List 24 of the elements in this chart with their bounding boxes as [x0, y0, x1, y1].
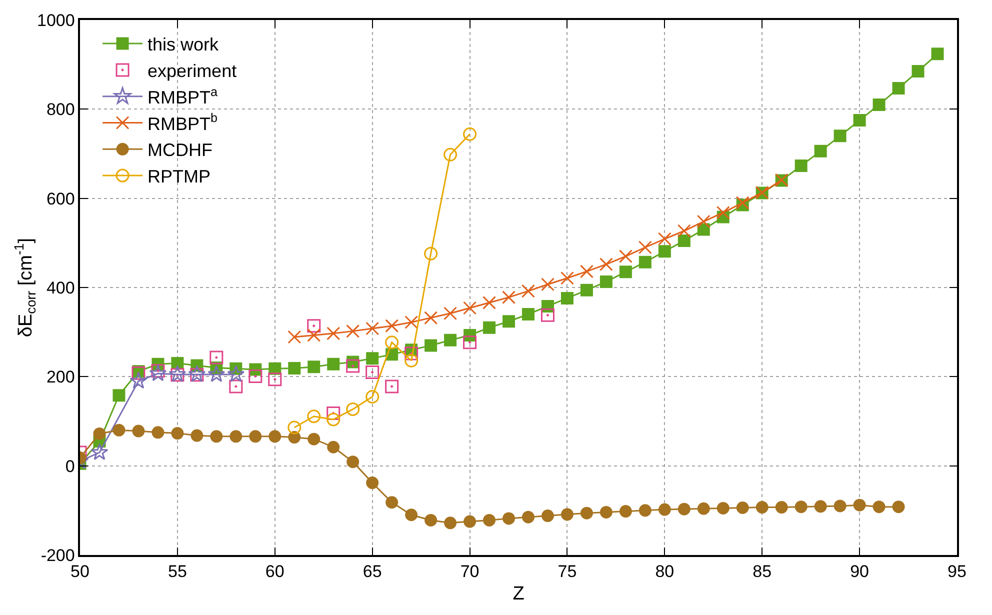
x-axis-title: Z [512, 583, 525, 604]
x-tick-label: 50 [70, 562, 90, 582]
legend-label: MCDHF [148, 140, 213, 160]
legend-label: experiment [148, 60, 237, 81]
y-tick-label: 1000 [37, 10, 75, 30]
y-tick-label: 0 [65, 456, 75, 476]
legend-label: RMBPT$^{b}$ [148, 111, 218, 134]
y-tick-label: 200 [46, 368, 75, 387]
legend-label: RPTMP [148, 166, 211, 187]
y-tick-label: 600 [46, 189, 75, 208]
x-tick-label: 65 [362, 562, 382, 582]
y-tick-label: 800 [46, 100, 75, 120]
x-tick-label: 90 [850, 562, 870, 582]
x-tick-label: 95 [948, 562, 966, 582]
y-tick-label: -200 [40, 546, 75, 565]
legend-label: this work [148, 34, 220, 55]
legend-label: RMBPT$^{a}$ [148, 84, 218, 108]
x-tick-label: 55 [168, 562, 187, 582]
y-tick-label: 400 [46, 278, 75, 298]
x-tick-label: 80 [655, 562, 674, 582]
x-tick-label: 75 [558, 562, 577, 582]
x-tick-label: 85 [752, 562, 772, 582]
x-tick-label: 70 [460, 562, 480, 582]
x-tick-label: 60 [265, 562, 284, 582]
